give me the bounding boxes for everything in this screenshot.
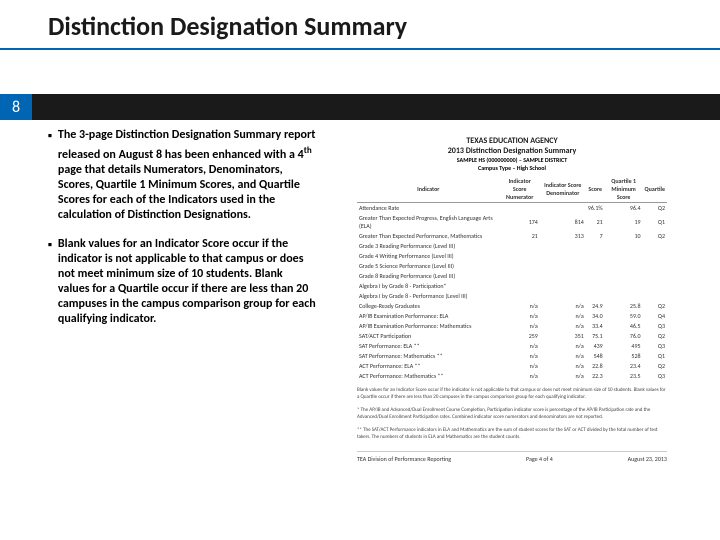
bullet-item: ▪ The 3-page Distinction Designation Sum… — [48, 128, 316, 223]
table-row: AP/IB Examination Performance: Mathemati… — [357, 321, 667, 331]
footer-left: TEA Division of Performance Reporting — [357, 455, 451, 463]
bullet-text-1: The 3-page Distinction Designation Summa… — [58, 128, 316, 223]
table-row: Greater Than Expected Performance, Mathe… — [357, 231, 667, 241]
table-row: SAT Performance: Mathematics **n/an/a548… — [357, 351, 667, 361]
bullet-icon: ▪ — [48, 128, 52, 223]
table-row: Algebra I by Grade 8 - Performance (Leve… — [357, 291, 667, 301]
table-row: AP/IB Examination Performance: ELAn/an/a… — [357, 311, 667, 321]
report-column: TEXAS EDUCATION AGENCY 2013 Distinction … — [328, 128, 696, 540]
table-row: Algebra I by Grade 8 - Participation* — [357, 281, 667, 291]
table-row: Grade 4 Writing Performance (Level III) — [357, 251, 667, 261]
table-row: Grade 5 Science Performance (Level III) — [357, 261, 667, 271]
table-row: Grade 3 Reading Performance (Level III) — [357, 241, 667, 251]
content-area: ▪ The 3-page Distinction Designation Sum… — [48, 128, 696, 540]
report-sub1: SAMPLE HS (000000000) – SAMPLE DISTRICT — [357, 156, 667, 164]
accent-strip — [32, 94, 720, 120]
report-note-2: * The AP/IB and Advanced/Dual Enrollment… — [357, 407, 667, 421]
indicator-table: Indicator Indicator Score Numerator Indi… — [357, 176, 667, 381]
slide-number-badge: 8 — [0, 94, 32, 120]
table-row: Attendance Rate96.1%96.4Q2 — [357, 203, 667, 214]
report-note-3: ** The SAT/ACT Performance indicators in… — [357, 427, 667, 441]
report-agency: TEXAS EDUCATION AGENCY — [357, 136, 667, 146]
table-row: Greater Than Expected Progress, English … — [357, 213, 667, 231]
table-row: College-Ready Graduatesn/an/a24.925.8Q2 — [357, 301, 667, 311]
table-row: SAT Performance: ELA **n/an/a439495Q3 — [357, 341, 667, 351]
table-row: SAT/ACT Participation25935175.176.0Q2 — [357, 331, 667, 341]
footer-center: Page 4 of 4 — [526, 455, 553, 463]
bullet-icon: ▪ — [48, 237, 52, 327]
bullet-column: ▪ The 3-page Distinction Designation Sum… — [48, 128, 328, 540]
table-row: ACT Performance: ELA **n/an/a22.823.4Q2 — [357, 361, 667, 371]
report-title: 2013 Distinction Designation Summary — [357, 146, 667, 156]
title-bar: Distinction Designation Summary — [0, 0, 720, 50]
report-note-1: Blank values for an Indicator Score occu… — [357, 387, 667, 401]
table-row: Grade 8 Reading Performance (Level III) — [357, 271, 667, 281]
bullet-item: ▪ Blank values for an Indicator Score oc… — [48, 237, 316, 327]
report-footer: TEA Division of Performance Reporting Pa… — [357, 451, 667, 463]
table-row: ACT Performance: Mathematics **n/an/a22.… — [357, 371, 667, 381]
footer-right: August 23, 2013 — [628, 455, 667, 463]
report-thumbnail: TEXAS EDUCATION AGENCY 2013 Distinction … — [347, 128, 677, 471]
bullet-text-2: Blank values for an Indicator Score occu… — [58, 237, 316, 327]
report-sub2: Campus Type – High School — [357, 164, 667, 172]
slide-title: Distinction Designation Summary — [48, 10, 720, 42]
